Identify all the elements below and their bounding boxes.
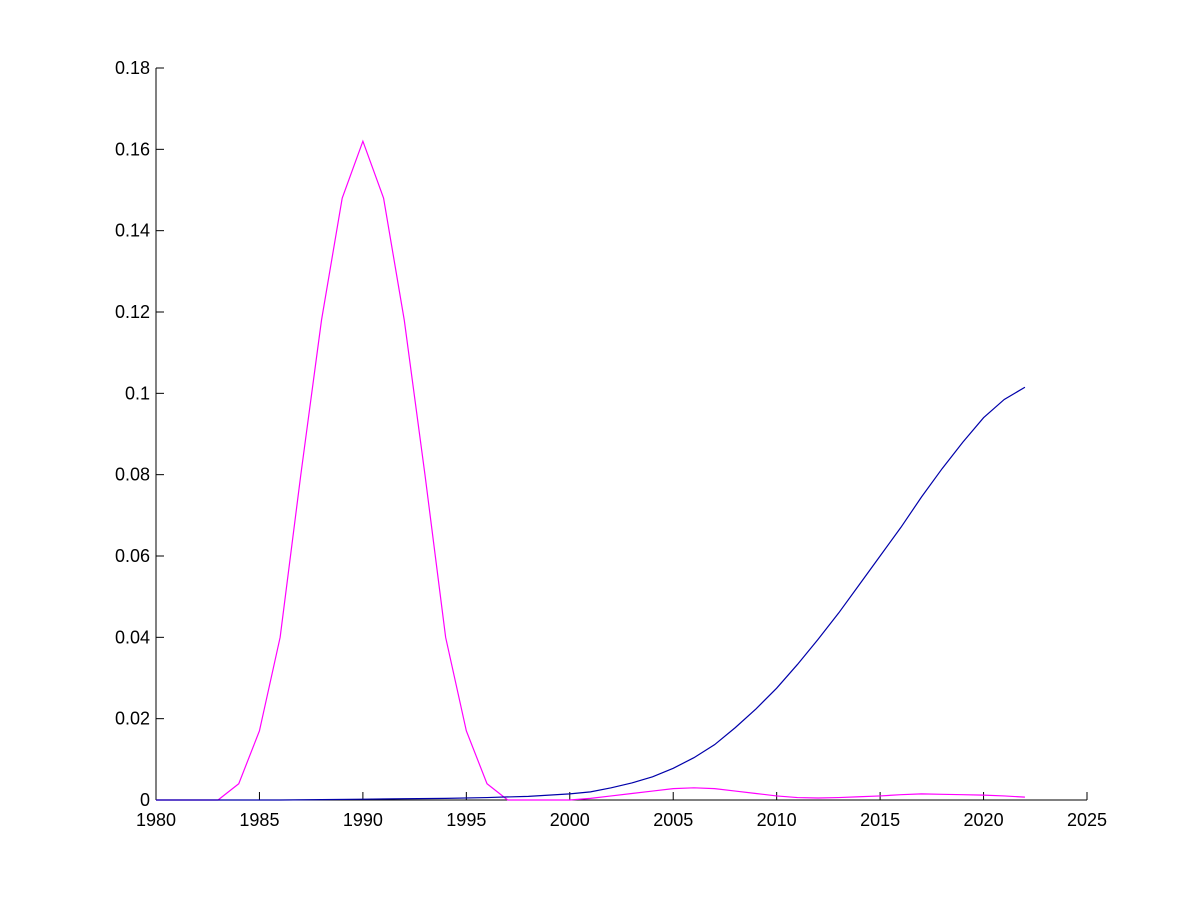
y-tick-label: 0	[140, 790, 150, 810]
x-tick-label: 2025	[1067, 810, 1107, 830]
y-tick-label: 0.08	[115, 465, 150, 485]
x-tick-label: 2005	[653, 810, 693, 830]
y-tick-label: 0.04	[115, 627, 150, 647]
x-tick-label: 1990	[343, 810, 383, 830]
y-tick-label: 0.02	[115, 709, 150, 729]
x-tick-label: 2020	[964, 810, 1004, 830]
y-tick-label: 0.14	[115, 221, 150, 241]
x-tick-label: 1980	[136, 810, 176, 830]
x-tick-label: 2000	[550, 810, 590, 830]
plot-area: 1980 1985 1990 1995 2000 2005 2010 2015 2020 2025…	[115, 58, 1107, 830]
x-tick-label: 1995	[446, 810, 486, 830]
y-tick-label: 0.1	[125, 383, 150, 403]
series-line-1	[156, 139, 1025, 801]
x-tick-label: 2015	[860, 810, 900, 830]
x-tick-label: 2010	[757, 810, 797, 830]
x-tick-label: 1985	[239, 810, 279, 830]
y-tick-label: 0.12	[115, 302, 150, 322]
y-tick-label: 0.18	[115, 58, 150, 78]
series-line-2	[156, 386, 1026, 801]
y-tick-label: 0.16	[115, 139, 150, 159]
y-tick-label: 0.06	[115, 546, 150, 566]
